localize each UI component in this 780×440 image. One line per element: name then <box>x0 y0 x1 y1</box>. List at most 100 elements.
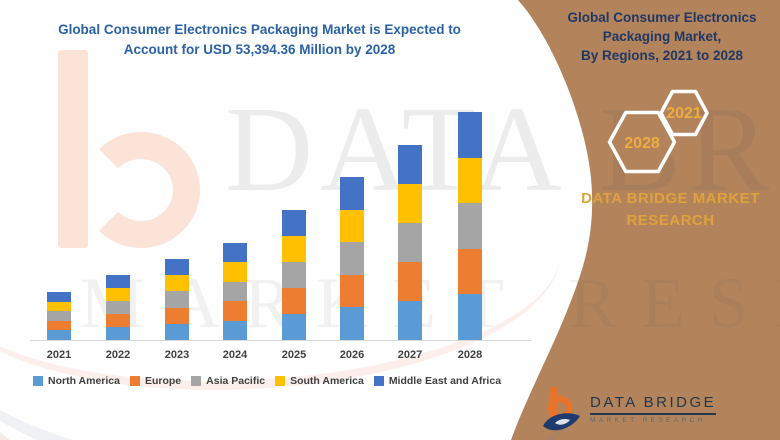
bar-segment-north-america <box>165 323 189 340</box>
bar-segment-asia-pacific <box>458 203 482 249</box>
x-tick-2023: 2023 <box>164 349 190 361</box>
footer-logo-subtitle: MARKET RESEARCH <box>590 417 706 424</box>
bar-segment-europe <box>47 320 71 331</box>
watermark-text-line1: DATA BRIDGE <box>225 82 780 217</box>
x-tick-2027: 2027 <box>397 349 423 361</box>
x-tick-2028: 2028 <box>457 349 483 361</box>
bar-segment-asia-pacific <box>47 311 71 321</box>
bar-segment-europe <box>106 314 130 328</box>
footer-logo-name: DATA BRIDGE <box>590 394 717 415</box>
bar-2026 <box>340 176 364 340</box>
hexagon-2021 <box>659 89 709 137</box>
bar-segment-north-america <box>282 313 306 340</box>
bar-segment-south-america <box>282 235 306 262</box>
watermark-text-line2: MARKET RESEARCH <box>80 263 780 343</box>
legend-swatch-south-america <box>275 376 286 386</box>
chart-title: Global Consumer Electronics Packaging Ma… <box>32 20 487 60</box>
bar-segment-europe <box>458 248 482 295</box>
bar-segment-middle-east-and-africa <box>458 112 482 158</box>
side-panel-title: Global Consumer Electronics Packaging Ma… <box>553 8 771 65</box>
bar-segment-south-america <box>47 301 71 312</box>
watermark-logo-b-stem <box>58 50 88 248</box>
brand-text: DATA BRIDGE MARKET RESEARCH <box>568 188 773 232</box>
bar-segment-middle-east-and-africa <box>165 259 189 276</box>
bar-2022 <box>106 275 130 340</box>
x-tick-2025: 2025 <box>281 349 307 361</box>
bar-segment-asia-pacific <box>106 301 130 315</box>
hexagon-year-2021: 2021 <box>666 105 702 122</box>
bar-segment-asia-pacific <box>398 223 422 263</box>
bar-2024 <box>223 243 247 340</box>
legend-label-asia-pacific: Asia Pacific <box>206 375 266 387</box>
bar-segment-middle-east-and-africa <box>47 292 71 302</box>
bar-segment-europe <box>223 301 247 321</box>
legend-swatch-asia-pacific <box>191 376 202 386</box>
x-tick-2022: 2022 <box>105 349 131 361</box>
legend-item-south-america: South America <box>275 375 364 387</box>
bar-2021 <box>47 292 71 340</box>
bar-segment-south-america <box>106 288 130 302</box>
bar-segment-middle-east-and-africa <box>398 145 422 185</box>
bar-2025 <box>282 209 306 340</box>
legend-label-europe: Europe <box>144 375 182 387</box>
x-axis-line <box>30 340 532 341</box>
side-title-line1: Global Consumer Electronics <box>567 10 757 25</box>
footer-logo-text: DATA BRIDGE MARKET RESEARCH <box>590 386 717 424</box>
legend-item-asia-pacific: Asia Pacific <box>191 375 265 387</box>
legend-swatch-north-america <box>33 376 43 386</box>
side-title-line2: Packaging Market, <box>602 29 722 44</box>
hexagon-2028 <box>607 110 677 174</box>
x-tick-2026: 2026 <box>339 349 365 361</box>
chart-title-line2: Account for USD 53,394.36 Million by 202… <box>123 42 396 57</box>
side-title-line3: By Regions, 2021 to 2028 <box>580 48 744 63</box>
bar-segment-south-america <box>165 275 189 292</box>
data-bridge-logo-icon <box>543 387 580 431</box>
brand-text-line1: DATA BRIDGE MARKET <box>581 190 760 207</box>
bar-2028 <box>458 112 482 340</box>
bar-segment-europe <box>165 307 189 324</box>
footer-logo: DATA BRIDGE MARKET RESEARCH <box>541 386 717 434</box>
brand-text-line2: RESEARCH <box>626 212 715 229</box>
chart-title-line1: Global Consumer Electronics Packaging Ma… <box>58 22 461 37</box>
bar-segment-asia-pacific <box>165 291 189 308</box>
legend-swatch-middle-east-and-africa <box>373 376 384 386</box>
bar-segment-middle-east-and-africa <box>106 275 130 289</box>
legend-swatch-europe <box>129 376 140 386</box>
bar-segment-north-america <box>47 330 71 340</box>
bar-segment-north-america <box>223 320 247 340</box>
bar-segment-europe <box>282 287 306 314</box>
bar-segment-asia-pacific <box>282 261 306 288</box>
bar-segment-south-america <box>398 184 422 224</box>
bar-segment-middle-east-and-africa <box>340 176 364 210</box>
chart-legend: North America Europe Asia Pacific South Ame… <box>33 375 501 387</box>
legend-label-north-america: North America <box>48 375 120 387</box>
legend-label-south-america: South America <box>290 375 364 387</box>
bar-2023 <box>165 259 189 340</box>
legend-item-north-america: North America <box>33 375 120 387</box>
bar-segment-asia-pacific <box>340 242 364 275</box>
legend-label-middle-east-and-africa: Middle East and Africa <box>388 375 502 387</box>
bar-segment-europe <box>340 274 364 308</box>
legend-item-middle-east-and-africa: Middle East and Africa <box>373 375 502 387</box>
legend-item-europe: Europe <box>129 375 182 387</box>
bar-segment-north-america <box>458 294 482 340</box>
bar-segment-middle-east-and-africa <box>223 243 247 263</box>
bar-segment-europe <box>398 262 422 301</box>
hexagon-year-2028: 2028 <box>624 135 660 152</box>
x-tick-2021: 2021 <box>46 349 72 361</box>
bar-segment-south-america <box>458 157 482 204</box>
bar-segment-south-america <box>340 209 364 243</box>
bar-segment-north-america <box>340 307 364 340</box>
bar-2027 <box>398 145 422 340</box>
bar-segment-asia-pacific <box>223 281 247 302</box>
bar-segment-south-america <box>223 262 247 282</box>
bar-segment-north-america <box>398 301 422 340</box>
bar-segment-north-america <box>106 327 130 340</box>
bar-segment-middle-east-and-africa <box>282 209 306 236</box>
x-tick-2024: 2024 <box>222 349 248 361</box>
